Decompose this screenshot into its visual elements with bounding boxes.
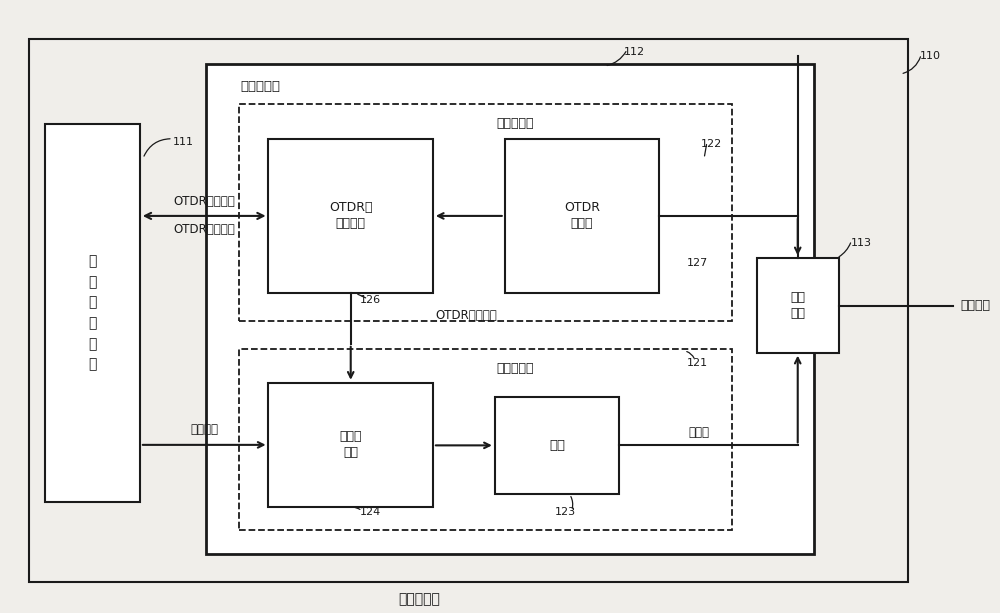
Bar bbox=[239, 349, 732, 530]
Bar bbox=[495, 397, 619, 494]
Text: 123: 123 bbox=[555, 507, 576, 517]
Text: 光源: 光源 bbox=[549, 439, 565, 452]
Text: 126: 126 bbox=[360, 295, 381, 305]
Bar bbox=[505, 139, 659, 293]
Bar bbox=[29, 39, 908, 582]
Text: 光收发模块: 光收发模块 bbox=[241, 80, 281, 93]
Text: 110: 110 bbox=[920, 51, 941, 61]
Text: 主干光纤: 主干光纤 bbox=[960, 299, 990, 312]
Text: 光源驱
动器: 光源驱 动器 bbox=[339, 430, 362, 459]
Text: 测试子模块: 测试子模块 bbox=[496, 117, 534, 131]
Text: OTDR测
试控制器: OTDR测 试控制器 bbox=[329, 202, 372, 230]
Text: OTDR测试信号: OTDR测试信号 bbox=[435, 310, 497, 322]
Text: 光线路终端: 光线路终端 bbox=[398, 593, 440, 607]
Text: 111: 111 bbox=[173, 137, 194, 147]
Bar bbox=[268, 139, 433, 293]
Text: 127: 127 bbox=[687, 258, 708, 268]
Bar bbox=[268, 383, 433, 507]
Text: 112: 112 bbox=[624, 47, 645, 57]
Bar bbox=[206, 64, 814, 554]
Text: OTDR
探测器: OTDR 探测器 bbox=[564, 202, 600, 230]
Bar bbox=[757, 258, 839, 353]
Text: 113: 113 bbox=[851, 238, 872, 248]
Bar bbox=[45, 124, 140, 502]
Text: 121: 121 bbox=[687, 358, 708, 368]
Text: 业
务
处
理
模
块: 业 务 处 理 模 块 bbox=[88, 254, 97, 371]
Text: 输出光: 输出光 bbox=[688, 426, 709, 439]
Bar bbox=[239, 104, 732, 321]
Text: 光耦
合器: 光耦 合器 bbox=[790, 291, 805, 320]
Text: OTDR测试命令: OTDR测试命令 bbox=[173, 196, 235, 208]
Text: OTDR测试数据: OTDR测试数据 bbox=[173, 223, 235, 237]
Text: 124: 124 bbox=[360, 507, 381, 517]
Text: 发送子模块: 发送子模块 bbox=[496, 362, 534, 375]
Text: 下行数据: 下行数据 bbox=[190, 424, 218, 436]
Text: 122: 122 bbox=[701, 139, 722, 149]
